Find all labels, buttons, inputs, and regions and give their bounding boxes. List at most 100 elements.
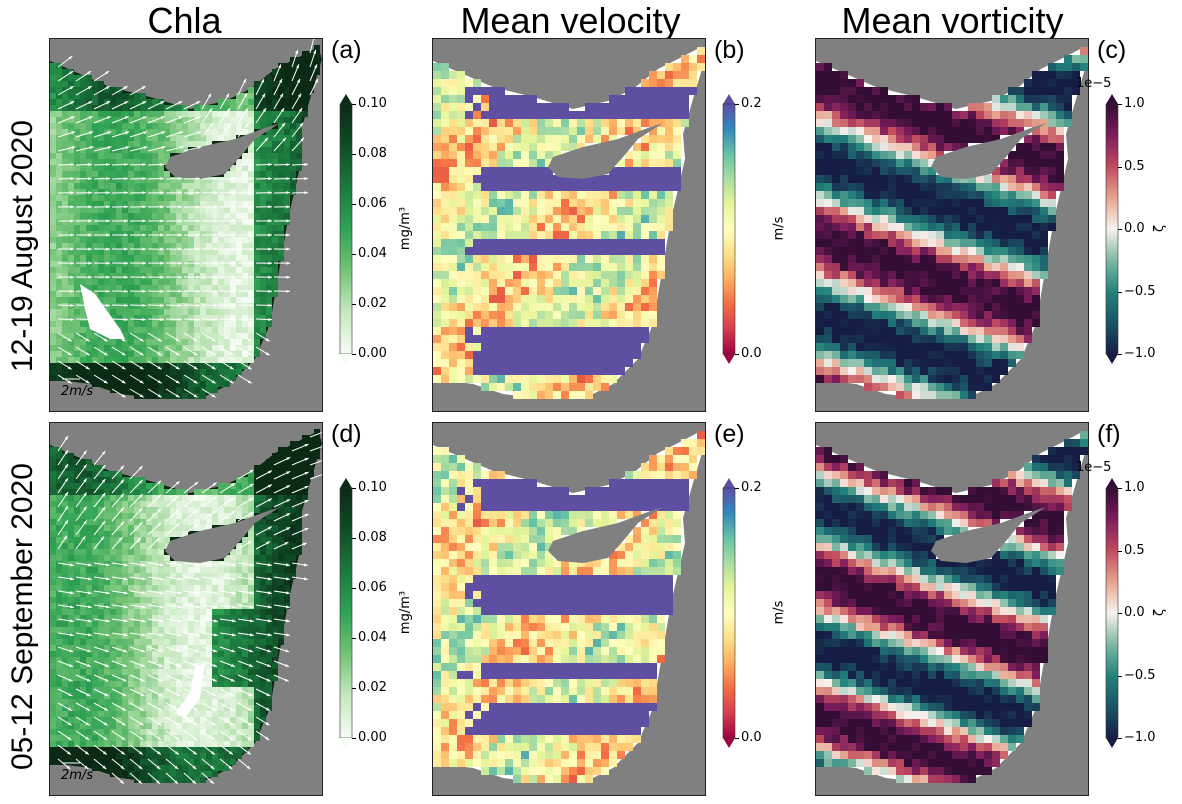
velocity-cell <box>625 111 633 119</box>
chla-cell <box>140 111 146 117</box>
velocity-cell <box>449 319 457 327</box>
vorticity-cell <box>904 327 912 335</box>
vorticity-cell <box>864 207 872 215</box>
chla-cell <box>254 165 260 171</box>
chla-cell <box>74 153 80 159</box>
velocity-cell <box>505 271 513 279</box>
vorticity-cell <box>824 327 832 335</box>
chla-cell <box>56 261 62 267</box>
column-title-mean-vorticity: Mean vorticity <box>841 0 1064 41</box>
chla-cell <box>80 213 86 219</box>
vorticity-cell <box>1048 215 1056 223</box>
vorticity-cell <box>968 263 976 271</box>
vorticity-cell <box>912 95 920 103</box>
chla-cell <box>194 255 200 261</box>
vorticity-cell <box>856 295 864 303</box>
velocity-cell <box>553 311 561 319</box>
vorticity-cell <box>848 135 856 143</box>
chla-cell <box>302 465 308 471</box>
vorticity-cell <box>1000 239 1008 247</box>
velocity-cell <box>577 271 585 279</box>
velocity-cell <box>641 87 649 95</box>
velocity-cell <box>641 311 649 319</box>
chla-cell <box>92 471 98 477</box>
chla-cell <box>152 507 158 513</box>
velocity-cell <box>537 207 545 215</box>
chla-cell <box>176 255 182 261</box>
chla-cell <box>242 231 248 237</box>
chla-cell <box>200 507 206 513</box>
velocity-cell <box>489 103 497 111</box>
velocity-cell <box>505 247 513 255</box>
chla-cell <box>62 363 68 369</box>
vorticity-cell <box>832 279 840 287</box>
chla-cell <box>104 345 110 351</box>
velocity-cell <box>545 375 553 383</box>
velocity-cell <box>513 135 521 143</box>
velocity-cell <box>521 151 529 159</box>
chla-cell <box>92 99 98 105</box>
velocity-cell <box>553 359 561 367</box>
velocity-cell <box>689 71 697 79</box>
velocity-cell <box>529 199 537 207</box>
vorticity-cell <box>888 279 896 287</box>
chla-cell <box>182 393 188 399</box>
velocity-cell <box>601 239 609 247</box>
velocity-cell <box>593 119 601 127</box>
chla-cell <box>272 177 278 183</box>
velocity-cell <box>457 247 465 255</box>
vorticity-cell <box>960 263 968 271</box>
chla-cell <box>170 279 176 285</box>
chla-cell <box>62 171 68 177</box>
chla-cell <box>68 351 74 357</box>
chla-cell <box>86 123 92 129</box>
chla-cell <box>62 75 68 81</box>
chla-cell <box>140 171 146 177</box>
chla-cell <box>56 129 62 135</box>
arrow-head <box>313 49 317 54</box>
velocity-cell <box>529 207 537 215</box>
chla-cell <box>98 87 104 93</box>
chla-cell <box>86 159 92 165</box>
chla-cell <box>98 261 104 267</box>
chla-cell <box>254 141 260 147</box>
chla-cell <box>284 183 290 189</box>
chla-cell <box>158 483 164 489</box>
chla-cell <box>146 195 152 201</box>
velocity-cell <box>513 319 521 327</box>
vorticity-cell <box>1040 199 1048 207</box>
chla-cell <box>236 501 242 507</box>
chla-cell <box>236 273 242 279</box>
chla-cell <box>242 363 248 369</box>
velocity-cell <box>553 111 561 119</box>
chla-cell <box>86 501 92 507</box>
chla-cell <box>182 177 188 183</box>
vorticity-cell <box>976 231 984 239</box>
chla-cell <box>278 201 284 207</box>
chla-cell <box>236 261 242 267</box>
velocity-cell <box>553 183 561 191</box>
chla-cell <box>236 315 242 321</box>
chla-cell <box>212 489 218 495</box>
velocity-cell <box>649 319 657 327</box>
arrow-head <box>175 338 180 342</box>
velocity-cell <box>601 119 609 127</box>
vorticity-cell <box>824 127 832 135</box>
arrow-head <box>261 93 266 98</box>
vorticity-cell <box>936 367 944 375</box>
chla-cell <box>230 375 236 381</box>
chla-cell <box>50 327 56 333</box>
velocity-cell <box>489 183 497 191</box>
arrow-head <box>70 261 74 265</box>
vorticity-cell <box>928 375 936 383</box>
vorticity-cell <box>880 383 888 391</box>
velocity-cell <box>553 335 561 343</box>
velocity-cell <box>689 79 697 87</box>
chla-cell <box>182 273 188 279</box>
vorticity-cell <box>912 199 920 207</box>
velocity-cell <box>465 311 473 319</box>
velocity-cell <box>465 375 473 383</box>
velocity-cell <box>473 231 481 239</box>
velocity-cell <box>441 343 449 351</box>
vorticity-cell <box>1056 143 1064 151</box>
